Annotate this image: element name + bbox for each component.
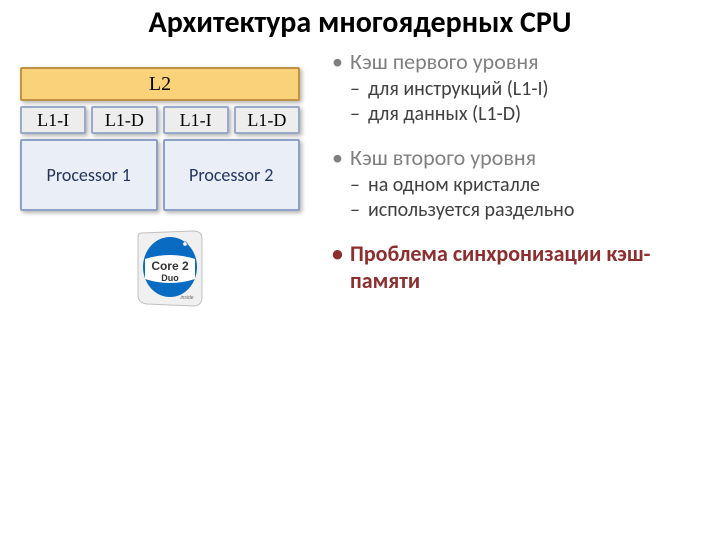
l1-d-box-2: L1-D [234, 106, 300, 134]
bullet-text: Кэш первого уровня [350, 48, 539, 75]
slide-title: Архитектура многоядерных CPU [0, 0, 720, 41]
svg-text:intel: intel [159, 242, 183, 254]
sub-item: для инструкций (L1-I) [350, 77, 710, 102]
svg-text:Duo: Duo [161, 273, 179, 283]
left-column: L2 L1-I L1-D L1-I L1-D Processor 1 Proce… [20, 49, 320, 313]
svg-text:inside: inside [180, 295, 193, 301]
processor-row: Processor 1 Processor 2 [20, 139, 300, 211]
logo-container: intel Core 2 Duo inside [20, 229, 320, 312]
l2-cache-box: L2 [20, 67, 300, 101]
sub-list-1: для инструкций (L1-I) для данных (L1-D) [350, 77, 710, 127]
right-column: Кэш первого уровня для инструкций (L1-I)… [320, 49, 710, 313]
bullet-item-1: Кэш первого уровня для инструкций (L1-I)… [330, 49, 710, 127]
bullet-list: Кэш первого уровня для инструкций (L1-I)… [330, 49, 710, 295]
sub-item: для данных (L1-D) [350, 102, 710, 127]
bullet-item-3: Проблема синхронизации кэш-памяти [330, 241, 710, 294]
bullet-text: Кэш второго уровня [350, 144, 536, 171]
bullet-item-2: Кэш второго уровня на одном кристалле ис… [330, 145, 710, 223]
processor-1-box: Processor 1 [20, 139, 158, 211]
l1-i-box-2: L1-I [163, 106, 229, 134]
l1-cache-row: L1-I L1-D L1-I L1-D [20, 106, 300, 134]
svg-text:Core 2: Core 2 [151, 259, 189, 273]
l1-i-box-1: L1-I [20, 106, 86, 134]
content-area: L2 L1-I L1-D L1-I L1-D Processor 1 Proce… [0, 41, 720, 313]
sub-item: на одном кристалле [350, 173, 710, 198]
intel-core2duo-logo: intel Core 2 Duo inside [135, 229, 205, 307]
sub-list-2: на одном кристалле используется раздельн… [350, 173, 710, 223]
cpu-diagram: L2 L1-I L1-D L1-I L1-D Processor 1 Proce… [20, 67, 300, 211]
sub-item: используется раздельно [350, 198, 710, 223]
processor-2-box: Processor 2 [163, 139, 301, 211]
l1-d-box-1: L1-D [91, 106, 157, 134]
bullet-text: Проблема синхронизации кэш-памяти [350, 240, 650, 293]
